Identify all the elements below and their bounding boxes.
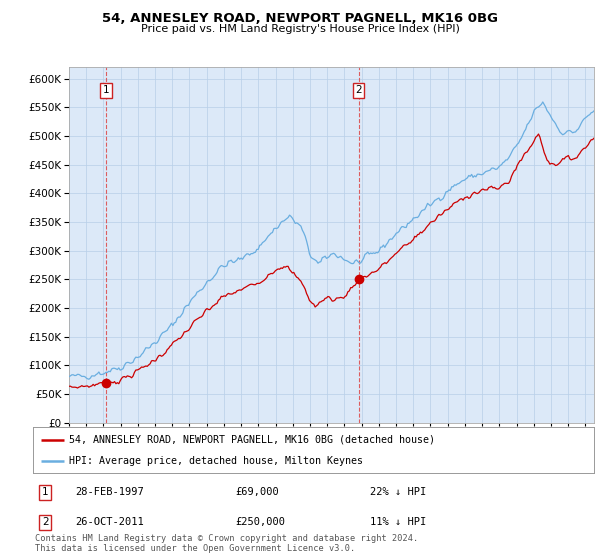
Text: 54, ANNESLEY ROAD, NEWPORT PAGNELL, MK16 0BG (detached house): 54, ANNESLEY ROAD, NEWPORT PAGNELL, MK16… (70, 435, 436, 445)
Text: 26-OCT-2011: 26-OCT-2011 (75, 517, 144, 528)
Text: Price paid vs. HM Land Registry's House Price Index (HPI): Price paid vs. HM Land Registry's House … (140, 24, 460, 34)
Text: Contains HM Land Registry data © Crown copyright and database right 2024.
This d: Contains HM Land Registry data © Crown c… (35, 534, 418, 553)
Text: 2: 2 (42, 517, 49, 528)
Text: 1: 1 (103, 85, 109, 95)
Text: 54, ANNESLEY ROAD, NEWPORT PAGNELL, MK16 0BG: 54, ANNESLEY ROAD, NEWPORT PAGNELL, MK16… (102, 12, 498, 25)
Text: £69,000: £69,000 (235, 487, 279, 497)
Text: 11% ↓ HPI: 11% ↓ HPI (370, 517, 426, 528)
Text: 28-FEB-1997: 28-FEB-1997 (75, 487, 144, 497)
Text: £250,000: £250,000 (235, 517, 285, 528)
Text: HPI: Average price, detached house, Milton Keynes: HPI: Average price, detached house, Milt… (70, 456, 364, 466)
Text: 1: 1 (42, 487, 49, 497)
Text: 22% ↓ HPI: 22% ↓ HPI (370, 487, 426, 497)
Text: 2: 2 (355, 85, 362, 95)
